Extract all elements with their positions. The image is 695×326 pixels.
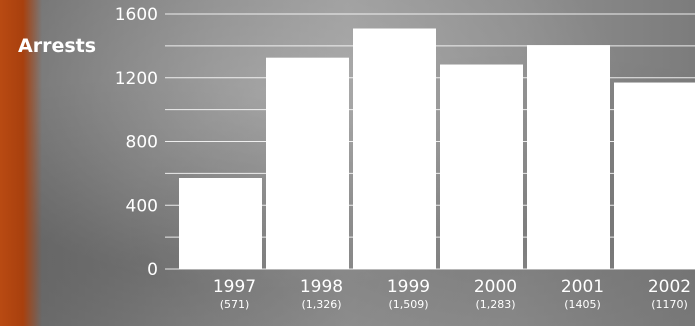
- bar-1999: [353, 28, 436, 269]
- x-category-label: 2000: [474, 277, 517, 297]
- x-category-label: 2002: [648, 277, 691, 297]
- x-category-count-label: (1170): [651, 298, 688, 311]
- bar-2002: [614, 82, 695, 269]
- y-tick-label: 0: [147, 260, 158, 280]
- y-tick-label: 800: [126, 133, 158, 153]
- y-tick-layer: 0 400 800 1200 1600: [115, 5, 158, 280]
- x-category-label: 2001: [561, 277, 604, 297]
- y-tick-label: 1600: [115, 5, 158, 25]
- y-axis-title: Arrests: [18, 35, 96, 57]
- y-tick-label: 1200: [115, 69, 158, 89]
- bar-1997: [179, 177, 262, 269]
- x-category-label: 1999: [387, 277, 430, 297]
- x-category-count-label: (571): [220, 298, 250, 311]
- x-category-count-label: (1,283): [475, 298, 515, 311]
- x-category-label: 1998: [300, 277, 343, 297]
- x-category-count-label: (1405): [564, 298, 601, 311]
- x-category-label: 1997: [213, 277, 256, 297]
- bar-2001: [527, 45, 610, 269]
- x-category-count-label: (1,326): [301, 298, 341, 311]
- x-category-count-label: (1,509): [388, 298, 428, 311]
- y-tick-label: 400: [126, 196, 158, 216]
- accent-strip: [0, 0, 42, 326]
- bar-2000: [440, 64, 523, 269]
- bar-1998: [266, 57, 349, 270]
- category-label-layer: 1997(571) 1998(1,326) 1999(1,509) 2000(1,28…: [213, 277, 691, 311]
- bar-layer: [179, 28, 695, 270]
